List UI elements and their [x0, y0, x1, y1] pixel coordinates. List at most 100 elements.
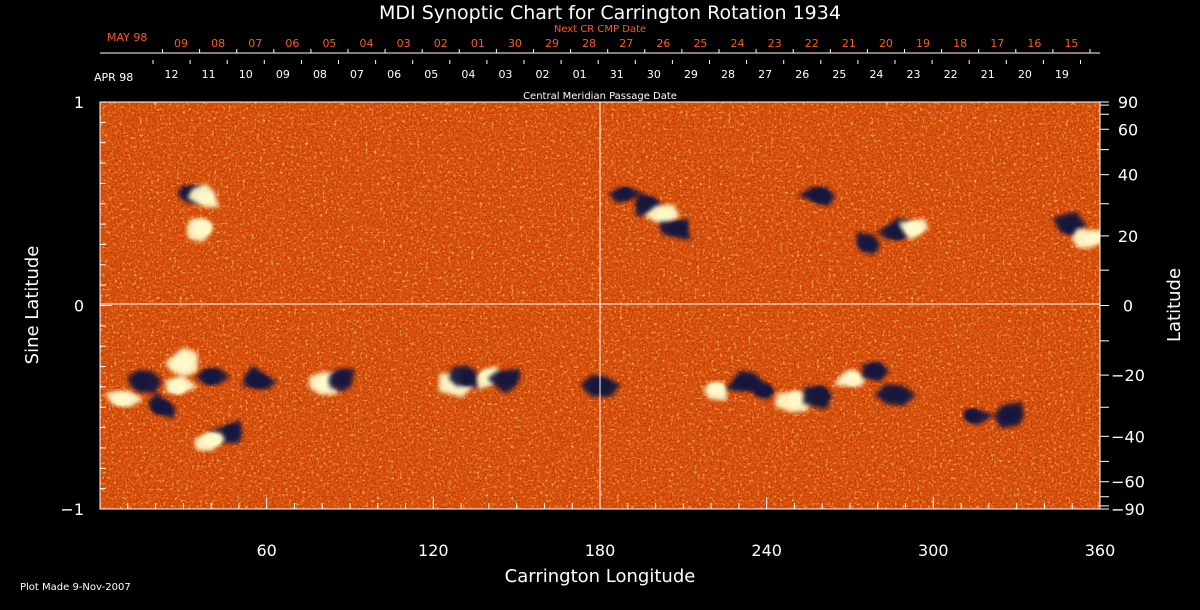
y-right-tick-label: 60 [1118, 120, 1138, 139]
positive-polarity-core [174, 355, 193, 370]
next-cr-date: 04 [360, 37, 374, 50]
y-right-tick-label: 40 [1118, 166, 1138, 185]
positive-polarity-core [169, 379, 187, 394]
negative-polarity-core [223, 425, 238, 438]
x-tick-label: 120 [418, 541, 449, 560]
next-cr-date: 21 [842, 37, 856, 50]
next-cr-date: 29 [545, 37, 559, 50]
next-cr-dates: 09 08 07 06 05 04 03 02 01 30 29 28 27 26 25 24 23 22 21 20… [174, 37, 1078, 50]
negative-polarity-core [134, 373, 149, 389]
negative-polarity-core [754, 385, 773, 397]
cmp-date: 29 [684, 68, 698, 81]
positive-polarity-core [846, 371, 860, 386]
cmp-date-ticks [152, 60, 1081, 64]
synoptic-map [100, 102, 1100, 509]
cmp-date: 11 [202, 68, 216, 81]
cmp-date: 04 [461, 68, 475, 81]
next-cr-date: 07 [248, 37, 262, 50]
x-tick-label: 240 [751, 541, 782, 560]
next-cr-date: 26 [656, 37, 670, 50]
next-cr-date: 25 [693, 37, 707, 50]
y-right-tick-label: 20 [1118, 227, 1138, 246]
cmp-date: 05 [424, 68, 438, 81]
cmp-date-axis: APR 98 12 11 10 09 08 07 06 05 04 03 02 01 31 30 29 28 2… [94, 60, 1081, 102]
negative-polarity-core [460, 372, 474, 386]
next-cr-cmp-axis-label: Next CR CMP Date [554, 24, 646, 35]
negative-polarity-core [638, 197, 657, 211]
negative-polarity-core [248, 373, 268, 389]
next-cr-date: 22 [805, 37, 819, 50]
y-right-tick-label: −20 [1111, 366, 1145, 385]
negative-polarity-core [859, 238, 874, 251]
negative-polarity-core [885, 389, 904, 401]
y-left-tick-label: 0 [74, 297, 84, 316]
next-cr-date: 28 [582, 37, 596, 50]
negative-polarity-core [497, 373, 514, 385]
plot-made-note: Plot Made 9-Nov-2007 [20, 582, 131, 593]
cmp-date: 08 [313, 68, 327, 81]
next-cr-date: 30 [508, 37, 522, 50]
cmp-date-labels: 12 11 10 09 08 07 06 05 04 03 02 01 31 30 29 28 27 26 25 24… [165, 68, 1069, 81]
negative-polarity-core [334, 373, 349, 384]
cmp-date: 23 [907, 68, 921, 81]
cmp-date: 09 [276, 68, 290, 81]
positive-polarity-core [201, 433, 221, 447]
cmp-date: 27 [758, 68, 772, 81]
cmp-date: 19 [1055, 68, 1069, 81]
next-cr-ticks [162, 49, 1091, 53]
cmp-date: 02 [536, 68, 550, 81]
chart-title: MDI Synoptic Chart for Carrington Rotati… [379, 2, 841, 24]
cmp-date: 10 [239, 68, 253, 81]
positive-polarity-core [1082, 233, 1100, 244]
next-cr-date: 17 [990, 37, 1004, 50]
y-axis-label-right: Latitude [1164, 268, 1185, 342]
positive-polarity-core [788, 391, 801, 407]
y-right-tick-label: −40 [1111, 427, 1145, 446]
next-cr-date: 15 [1064, 37, 1078, 50]
next-cr-date: 20 [879, 37, 893, 50]
next-cr-cmp-axis: Next CR CMP Date MAY 98 09 08 07 06 05 04 03 02… [100, 24, 1100, 54]
cmp-date: 24 [869, 68, 883, 81]
x-tick-label: 180 [585, 541, 616, 560]
y-left-tick-label: 1 [74, 93, 84, 112]
cmp-date: 01 [573, 68, 587, 81]
y-right-tick-label: 90 [1118, 93, 1138, 112]
cmp-date: 12 [165, 68, 179, 81]
cmp-axis-label: Central Meridian Passage Date [523, 91, 677, 102]
cmp-date: 06 [387, 68, 401, 81]
x-axis-ticks [127, 497, 1101, 509]
next-cr-date: 02 [434, 37, 448, 50]
y-right-tick-labels: 90 60 40 20 0 −20 −40 −60 −90 [1111, 93, 1145, 519]
negative-polarity-core [965, 409, 980, 422]
positive-polarity-core [193, 220, 212, 236]
y-right-tick-label: −60 [1111, 473, 1145, 492]
cmp-date: 21 [981, 68, 995, 81]
next-cr-date: 01 [471, 37, 485, 50]
cmp-date: 25 [832, 68, 846, 81]
next-cr-date: 09 [174, 37, 188, 50]
y-left-tick-labels: 1 0 −1 [60, 93, 84, 519]
x-tick-label: 300 [918, 541, 949, 560]
next-cr-date: 18 [953, 37, 967, 50]
y-left-ticks [100, 101, 112, 510]
cmp-date: 31 [610, 68, 624, 81]
negative-polarity-core [810, 188, 829, 204]
next-cr-date: 05 [322, 37, 336, 50]
y-right-ticks [1100, 101, 1109, 510]
y-axis-label-left: Sine Latitude [22, 246, 43, 365]
y-right-tick-label: −90 [1111, 500, 1145, 519]
positive-polarity-core [113, 393, 132, 406]
next-cr-date: 16 [1027, 37, 1041, 50]
negative-polarity-core [203, 369, 220, 385]
cmp-month-label: APR 98 [94, 71, 133, 84]
negative-polarity-core [1062, 218, 1077, 234]
y-left-tick-label: −1 [60, 500, 84, 519]
cmp-date: 28 [721, 68, 735, 81]
next-cr-month-label: MAY 98 [107, 31, 147, 44]
y-right-tick-label: 0 [1123, 297, 1133, 316]
negative-polarity-core [151, 400, 171, 415]
x-axis-tick-labels: 60 120 180 240 300 360 [256, 541, 1115, 560]
positive-polarity-core [657, 209, 671, 223]
x-tick-label: 360 [1085, 541, 1116, 560]
next-cr-date: 06 [285, 37, 299, 50]
